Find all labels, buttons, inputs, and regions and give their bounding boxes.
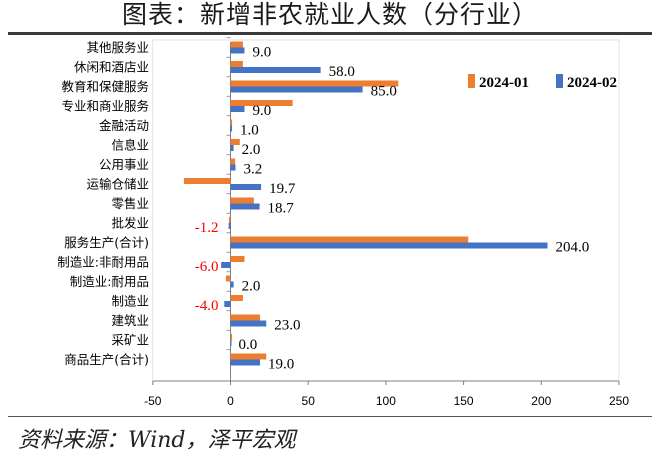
data-label: 2.0 <box>242 279 261 295</box>
x-tick-label: 250 <box>609 394 629 408</box>
data-label: 9.0 <box>252 45 271 61</box>
x-tick-label: 150 <box>454 394 474 408</box>
bar-2024-01 <box>230 100 293 106</box>
x-tick-label: -50 <box>144 394 162 408</box>
bar-2024-01 <box>230 256 245 262</box>
bar-2024-02 <box>230 359 261 366</box>
bar-2024-02 <box>230 145 234 151</box>
bar-2024-02 <box>230 320 267 327</box>
bar-2024-02 <box>230 125 233 132</box>
x-tick-label: 50 <box>302 394 316 408</box>
data-label: 19.7 <box>269 181 296 197</box>
category-label: 批发业 <box>111 216 149 231</box>
bar-2024-02 <box>230 164 236 171</box>
bar-2024-01 <box>230 314 261 321</box>
category-label: 其他服务业 <box>86 40 149 55</box>
bar-2024-01 <box>230 197 254 204</box>
category-label: 制造业:非耐用品 <box>57 255 149 270</box>
data-label: -4.0 <box>195 298 219 314</box>
legend-swatch-2024-01 <box>468 74 475 88</box>
bar-2024-01 <box>183 178 231 184</box>
data-label: 2.0 <box>242 142 261 158</box>
data-label: -1.2 <box>195 220 219 236</box>
bar-2024-02 <box>230 184 262 190</box>
data-label: 85.0 <box>371 84 397 100</box>
category-label: 教育和保健服务 <box>61 79 149 94</box>
category-label: 制造业:耐用品 <box>70 274 149 289</box>
data-label: 1.0 <box>240 123 259 139</box>
data-label: 0.0 <box>239 337 258 353</box>
data-label: 9.0 <box>252 103 271 119</box>
data-label: 23.0 <box>274 318 300 334</box>
category-label: 零售业 <box>111 196 149 211</box>
bar-2024-01 <box>230 80 399 87</box>
bar-2024-02 <box>230 67 321 73</box>
legend-label-2024-02: 2024-02 <box>567 75 617 91</box>
bar-2024-02 <box>228 223 231 229</box>
data-label: 3.2 <box>243 162 262 178</box>
category-label: 商品生产(合计) <box>64 352 149 367</box>
bar-2024-02 <box>230 203 260 210</box>
bar-2024-02 <box>230 340 232 346</box>
bar-2024-01 <box>230 119 233 126</box>
source-note: 资料来源：Wind，泽平宏观 <box>18 428 296 453</box>
bar-2024-01 <box>230 334 233 340</box>
category-label: 公用事业 <box>99 157 149 172</box>
bar-2024-01 <box>230 41 243 48</box>
bar-2024-02 <box>230 281 234 288</box>
bar-2024-01 <box>230 139 240 145</box>
category-label: 专业和商业服务 <box>61 99 149 114</box>
bar-2024-01 <box>228 217 231 223</box>
category-label: 制造业 <box>111 294 149 309</box>
x-tick-label: 0 <box>227 394 234 408</box>
category-label: 建筑业 <box>111 313 149 328</box>
bar-2024-02 <box>230 242 548 249</box>
bar-2024-01 <box>230 61 243 67</box>
legend-swatch-2024-02 <box>556 74 563 88</box>
footer-rule <box>8 416 652 417</box>
data-label: 18.7 <box>268 201 295 217</box>
bar-2024-01 <box>230 236 469 243</box>
bar-2024-02 <box>230 47 245 54</box>
category-label: 服务生产(合计) <box>64 235 149 250</box>
bar-2024-02 <box>221 262 231 268</box>
category-label: 休闲和酒店业 <box>74 60 149 75</box>
data-label: 19.0 <box>268 357 294 373</box>
legend-label-2024-01: 2024-01 <box>479 75 529 91</box>
category-label: 信息业 <box>111 138 149 153</box>
title-rule <box>8 32 652 35</box>
category-label: 采矿业 <box>111 333 149 348</box>
bar-2024-01 <box>230 353 267 360</box>
bar-2024-02 <box>230 86 363 93</box>
bar-2024-01 <box>230 158 236 165</box>
chart-title: 图表：新增非农就业人数（分行业） <box>121 0 538 29</box>
bar-2024-02 <box>230 106 245 112</box>
bar-2024-01 <box>225 275 231 282</box>
data-label: -6.0 <box>195 259 219 275</box>
bar-2024-01 <box>230 295 243 301</box>
bar-2024-02 <box>224 301 231 307</box>
x-tick-label: 100 <box>376 394 396 408</box>
category-label: 金融活动 <box>99 118 149 133</box>
data-label: 58.0 <box>329 64 355 80</box>
x-tick-label: 200 <box>531 394 551 408</box>
data-label: 204.0 <box>556 240 590 256</box>
category-label: 运输仓储业 <box>86 177 149 192</box>
